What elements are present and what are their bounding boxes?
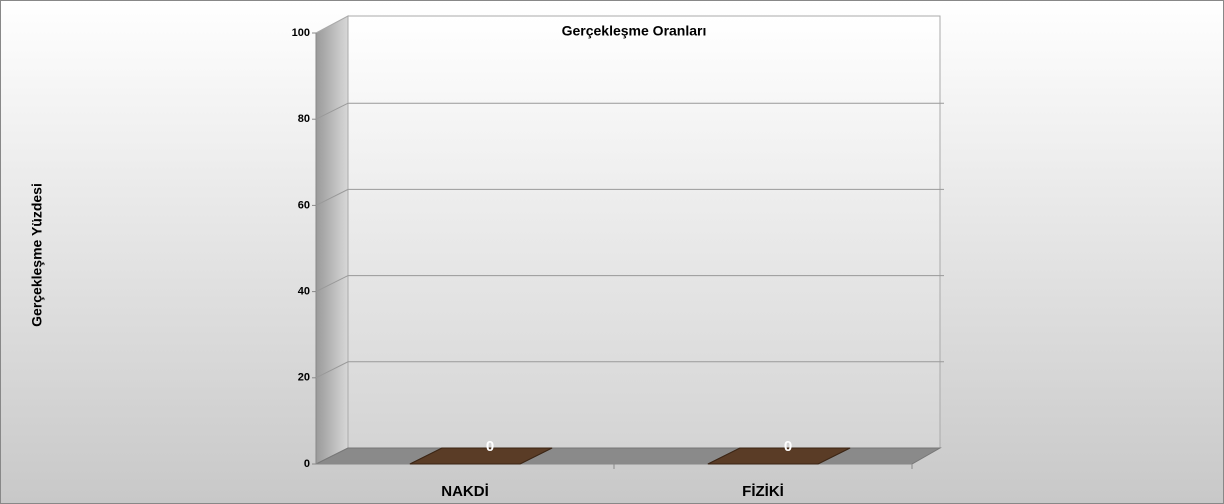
y-tick-label: 20 [298, 372, 310, 384]
y-tick-label: 0 [304, 458, 310, 470]
y-tick-label: 40 [298, 286, 310, 298]
y-axis-label: Gerçekleşme Yüzdesi [29, 183, 45, 327]
chart-title: Gerçekleşme Oranları [562, 23, 707, 39]
x-tick-label: NAKDİ [441, 483, 489, 500]
value-label: 0 [486, 438, 494, 455]
back-wall [347, 15, 941, 449]
bar-top [707, 447, 851, 465]
grid-line [315, 102, 944, 120]
x-tick-label: FİZİKİ [742, 483, 784, 500]
grid-line [315, 275, 944, 293]
grid-line [315, 188, 944, 206]
grid-line [315, 361, 944, 379]
side-wall [315, 15, 349, 465]
y-tick-label: 100 [292, 27, 310, 39]
y-tick-label: 80 [298, 113, 310, 125]
value-label: 0 [784, 438, 792, 455]
y-tick-label: 60 [298, 199, 310, 211]
bar-top [409, 447, 553, 465]
